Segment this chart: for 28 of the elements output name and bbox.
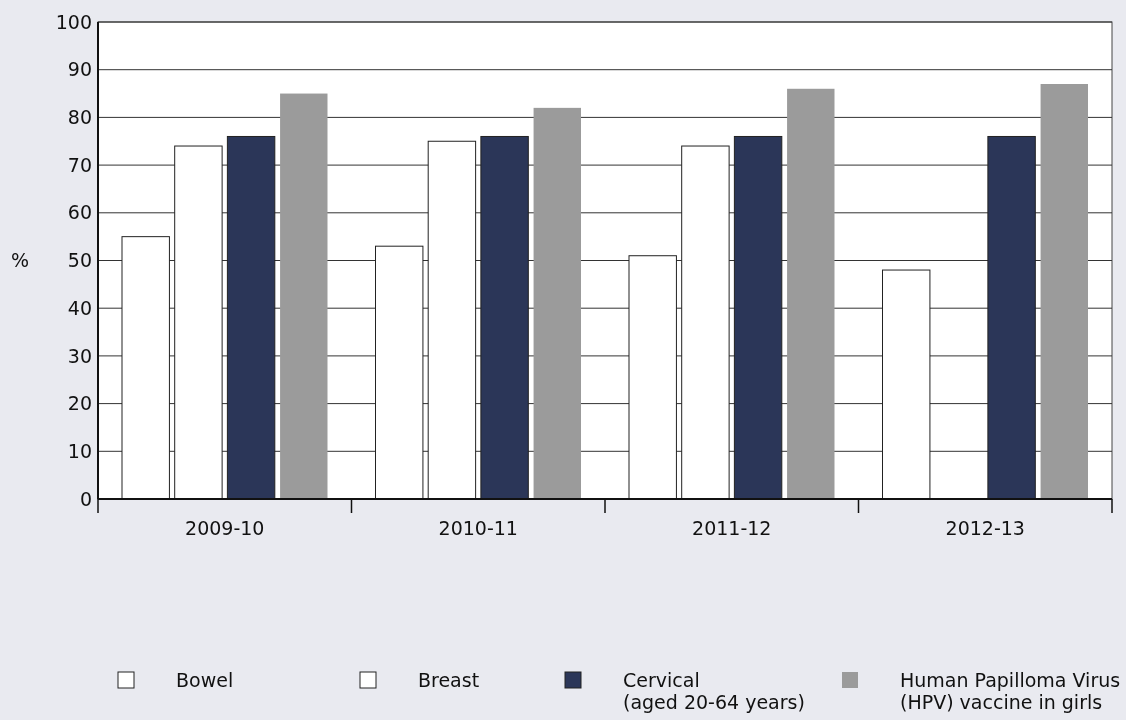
y-tick-label: 80	[67, 106, 92, 129]
y-tick-label: 30	[67, 344, 92, 367]
y-tick-label: 100	[55, 10, 92, 33]
y-tick-label: 0	[79, 487, 92, 510]
y-tick-label: 20	[67, 392, 92, 415]
bar	[733, 135, 783, 500]
x-tick-label: 2009-10	[185, 517, 265, 539]
bar	[226, 135, 276, 500]
bar	[787, 88, 835, 499]
bar	[480, 135, 529, 500]
y-tick-label: 50	[67, 249, 92, 272]
bar	[533, 107, 581, 499]
y-tick-label: 90	[67, 58, 92, 81]
bar	[987, 135, 1036, 500]
y-tick-label: 60	[67, 201, 92, 224]
legend-label: Breast	[418, 669, 480, 691]
y-tick-label: 10	[67, 439, 92, 462]
x-tick-label: 2011-12	[692, 517, 772, 539]
legend-label: Human Papilloma Virus (HPV) vaccine in girls	[900, 669, 1121, 713]
x-tick-label: 2012-13	[945, 517, 1025, 539]
y-tick-label: 70	[67, 153, 92, 176]
y-axis-title: %	[10, 249, 30, 272]
x-tick-label: 2010-11	[438, 517, 518, 539]
bar	[280, 93, 328, 499]
legend-label: Cervical (aged 20-64 years)	[623, 669, 805, 713]
bar	[1040, 84, 1088, 499]
legend-label: Bowel	[176, 669, 234, 691]
y-tick-label: 40	[67, 296, 92, 319]
